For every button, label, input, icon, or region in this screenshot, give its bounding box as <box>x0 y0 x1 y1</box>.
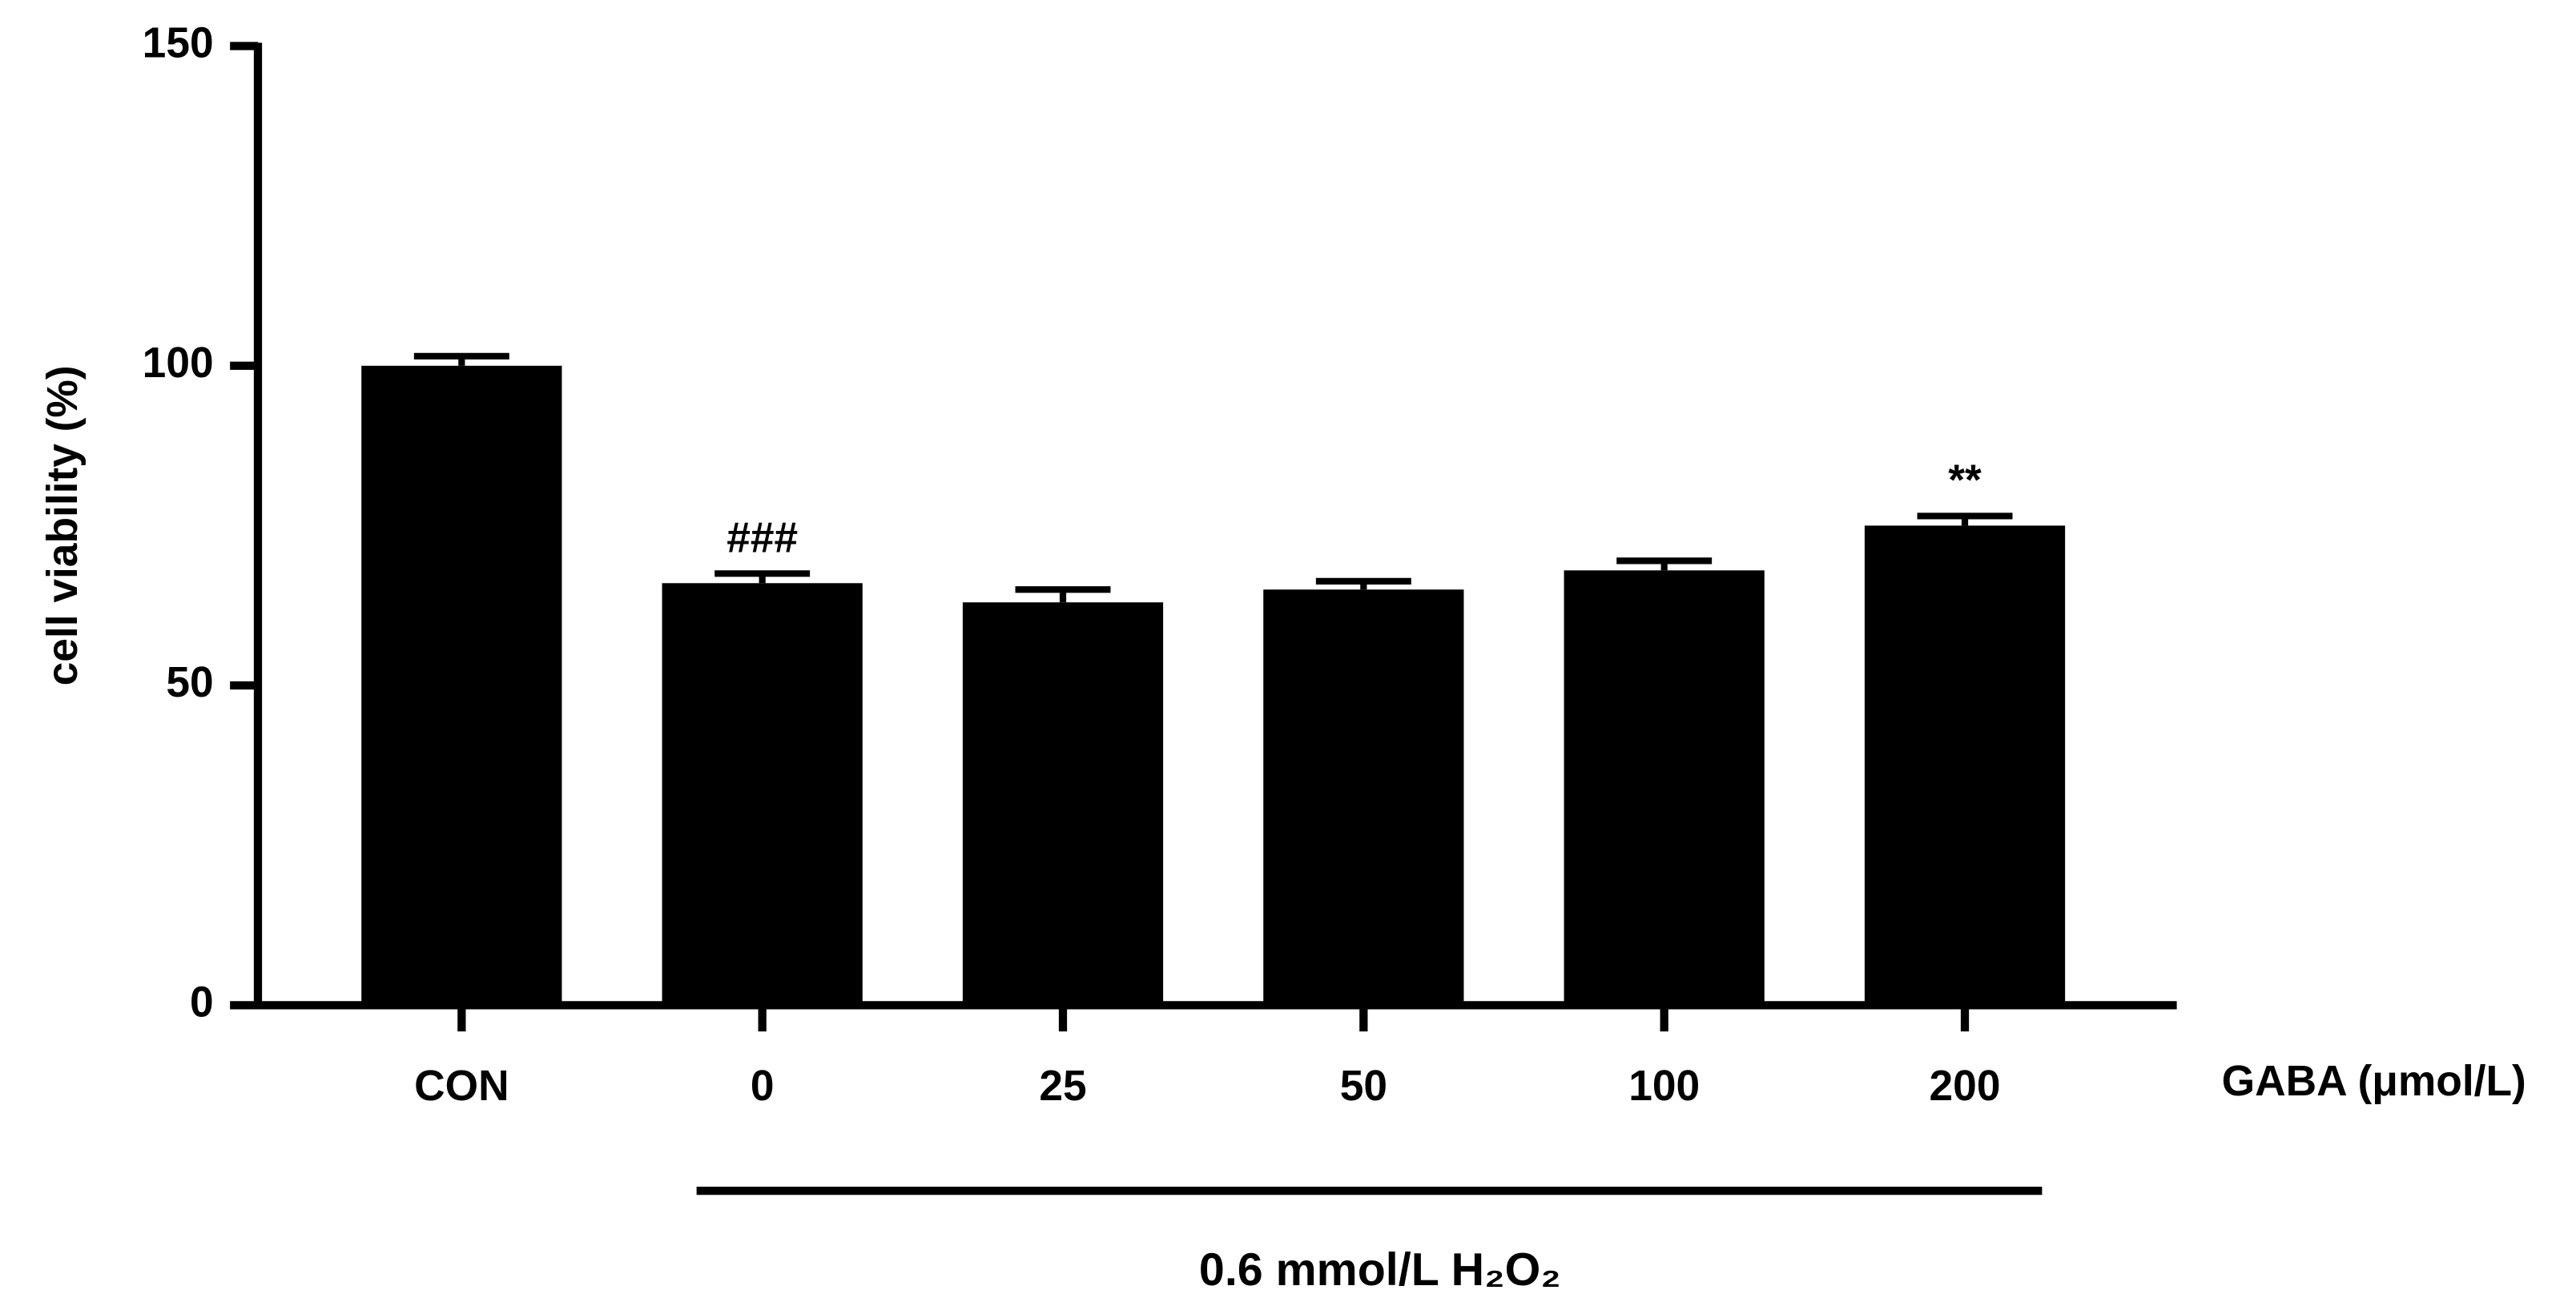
significance-label: ### <box>727 514 798 561</box>
x-tick-label: 200 <box>1930 1063 2001 1110</box>
x-tick-label: 50 <box>1340 1063 1387 1110</box>
significance-label: ** <box>1948 456 1982 504</box>
group-label: 0.6 mmol/L H₂O₂ <box>1199 1244 1561 1296</box>
x-tick-label: CON <box>414 1063 509 1110</box>
bar <box>662 583 863 1006</box>
y-axis-label: cell viability (%) <box>39 365 87 685</box>
bar <box>1864 525 2066 1006</box>
x-tick-label: 0 <box>751 1063 775 1110</box>
x-tick-label: 100 <box>1628 1063 1700 1110</box>
bar <box>962 602 1164 1006</box>
y-tick-label: 150 <box>143 20 214 67</box>
y-tick-label: 100 <box>143 340 214 387</box>
y-tick-label: 50 <box>166 659 213 706</box>
bar <box>361 365 562 1006</box>
bar <box>1564 570 1765 1006</box>
bar <box>1263 589 1464 1006</box>
x-tick-label: 25 <box>1039 1063 1086 1110</box>
y-tick-label: 0 <box>190 978 214 1026</box>
x-axis-label: GABA (μmol/L) <box>2222 1058 2526 1105</box>
